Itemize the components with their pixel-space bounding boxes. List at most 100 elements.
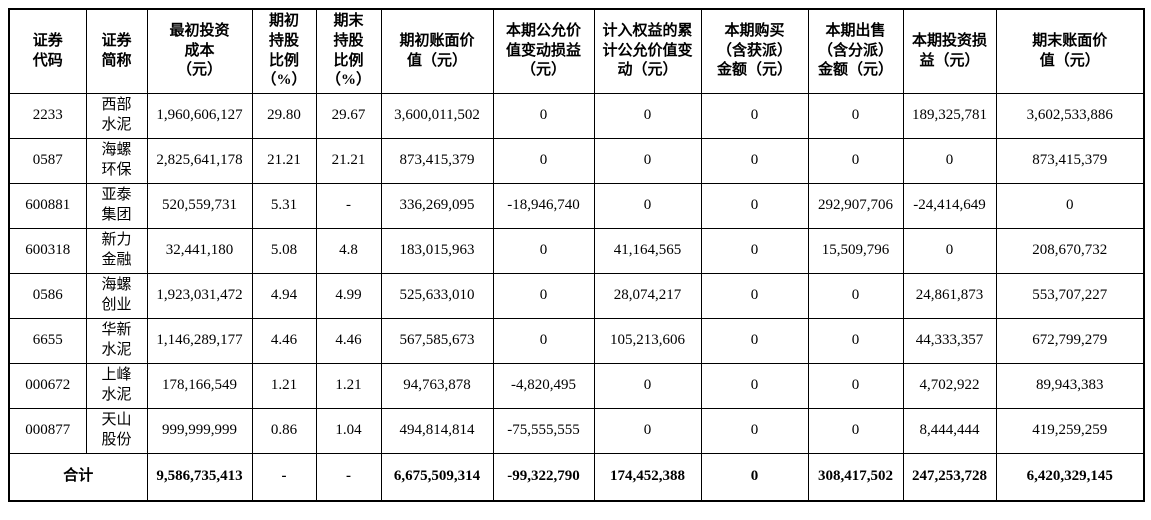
value-cell: 1,146,289,177 [146, 318, 253, 365]
header-begin-holding-pct: 期初 持股 比例 （%） [251, 8, 317, 95]
total-value-cell: 6,675,509,314 [380, 453, 494, 502]
value-cell: 336,269,095 [380, 183, 494, 230]
total-value-cell: 9,586,735,413 [146, 453, 253, 502]
security-code: 600318 [8, 228, 87, 275]
value-cell: - [315, 183, 382, 230]
security-name: 海螺 创业 [85, 273, 148, 320]
value-cell: 28,074,217 [593, 273, 702, 320]
value-cell: 3,602,533,886 [995, 93, 1145, 140]
total-value-cell: 0 [700, 453, 809, 502]
header-period-purchase: 本期购买 （含获派） 金额（元） [700, 8, 809, 95]
table-row: 000877 天山 股份 999,999,999 0.86 1.04 494,8… [8, 408, 1145, 455]
value-cell: 5.08 [251, 228, 317, 275]
total-value-cell: 6,420,329,145 [995, 453, 1145, 502]
total-value-cell: 174,452,388 [593, 453, 702, 502]
value-cell: 0 [807, 138, 904, 185]
table-row: 2233 西部 水泥 1,960,606,127 29.80 29.67 3,6… [8, 93, 1145, 140]
value-cell: 999,999,999 [146, 408, 253, 455]
value-cell: 3,600,011,502 [380, 93, 494, 140]
table-row: 600318 新力 金融 32,441,180 5.08 4.8 183,015… [8, 228, 1145, 275]
value-cell: 0 [700, 363, 809, 410]
value-cell: 29.67 [315, 93, 382, 140]
value-cell: 183,015,963 [380, 228, 494, 275]
value-cell: 0 [593, 183, 702, 230]
total-row: 合计 9,586,735,413 - - 6,675,509,314 -99,3… [8, 453, 1145, 502]
value-cell: 0 [593, 93, 702, 140]
header-security-name: 证券 简称 [85, 8, 148, 95]
total-value-cell: - [315, 453, 382, 502]
value-cell: 0 [807, 318, 904, 365]
value-cell: -18,946,740 [492, 183, 595, 230]
value-cell: 0 [700, 93, 809, 140]
total-value-cell: 308,417,502 [807, 453, 904, 502]
value-cell: 41,164,565 [593, 228, 702, 275]
value-cell: 292,907,706 [807, 183, 904, 230]
table-row: 0587 海螺 环保 2,825,641,178 21.21 21.21 873… [8, 138, 1145, 185]
header-security-code: 证券 代码 [8, 8, 87, 95]
value-cell: 0 [995, 183, 1145, 230]
value-cell: 44,333,357 [902, 318, 997, 365]
header-end-holding-pct: 期末 持股 比例 （%） [315, 8, 382, 95]
value-cell: 105,213,606 [593, 318, 702, 365]
value-cell: 1.21 [251, 363, 317, 410]
value-cell: 0 [593, 138, 702, 185]
security-code: 2233 [8, 93, 87, 140]
investment-holdings-table: 证券 代码 证券 简称 最初投资 成本 （元） 期初 持股 比例 （%） 期末 … [8, 8, 1145, 502]
value-cell: 873,415,379 [995, 138, 1145, 185]
value-cell: 4.99 [315, 273, 382, 320]
value-cell: 567,585,673 [380, 318, 494, 365]
total-label: 合计 [8, 453, 148, 502]
value-cell: 21.21 [315, 138, 382, 185]
value-cell: 0 [593, 408, 702, 455]
header-fair-value-change: 本期公允价 值变动损益 （元） [492, 8, 595, 95]
value-cell: 4.46 [315, 318, 382, 365]
value-cell: 0 [700, 408, 809, 455]
security-name: 上峰 水泥 [85, 363, 148, 410]
security-code: 6655 [8, 318, 87, 365]
value-cell: 0 [492, 138, 595, 185]
value-cell: 4.46 [251, 318, 317, 365]
header-initial-cost: 最初投资 成本 （元） [146, 8, 253, 95]
total-value-cell: -99,322,790 [492, 453, 595, 502]
header-row: 证券 代码 证券 简称 最初投资 成本 （元） 期初 持股 比例 （%） 期末 … [8, 8, 1145, 95]
value-cell: 0 [807, 273, 904, 320]
security-name: 海螺 环保 [85, 138, 148, 185]
value-cell: 525,633,010 [380, 273, 494, 320]
value-cell: 0 [807, 363, 904, 410]
security-name: 西部 水泥 [85, 93, 148, 140]
value-cell: 419,259,259 [995, 408, 1145, 455]
value-cell: 2,825,641,178 [146, 138, 253, 185]
value-cell: 8,444,444 [902, 408, 997, 455]
table-row: 0586 海螺 创业 1,923,031,472 4.94 4.99 525,6… [8, 273, 1145, 320]
value-cell: 553,707,227 [995, 273, 1145, 320]
value-cell: 1,960,606,127 [146, 93, 253, 140]
value-cell: 0 [902, 228, 997, 275]
security-code: 0586 [8, 273, 87, 320]
value-cell: 0 [492, 228, 595, 275]
header-begin-book-value: 期初账面价 值（元） [380, 8, 494, 95]
value-cell: 178,166,549 [146, 363, 253, 410]
value-cell: 21.21 [251, 138, 317, 185]
value-cell: 672,799,279 [995, 318, 1145, 365]
value-cell: 0 [700, 138, 809, 185]
value-cell: -4,820,495 [492, 363, 595, 410]
value-cell: 0 [700, 318, 809, 365]
value-cell: 0 [700, 228, 809, 275]
header-investment-pnl: 本期投资损 益（元） [902, 8, 997, 95]
value-cell: 15,509,796 [807, 228, 904, 275]
value-cell: 32,441,180 [146, 228, 253, 275]
value-cell: 873,415,379 [380, 138, 494, 185]
security-code: 000672 [8, 363, 87, 410]
table-row: 000672 上峰 水泥 178,166,549 1.21 1.21 94,76… [8, 363, 1145, 410]
value-cell: 0 [700, 273, 809, 320]
value-cell: 208,670,732 [995, 228, 1145, 275]
security-code: 000877 [8, 408, 87, 455]
security-code: 600881 [8, 183, 87, 230]
security-name: 新力 金融 [85, 228, 148, 275]
value-cell: 0 [807, 408, 904, 455]
value-cell: 0 [700, 183, 809, 230]
value-cell: 0 [807, 93, 904, 140]
header-end-book-value: 期末账面价 值（元） [995, 8, 1145, 95]
value-cell: 4.8 [315, 228, 382, 275]
total-value-cell: - [251, 453, 317, 502]
